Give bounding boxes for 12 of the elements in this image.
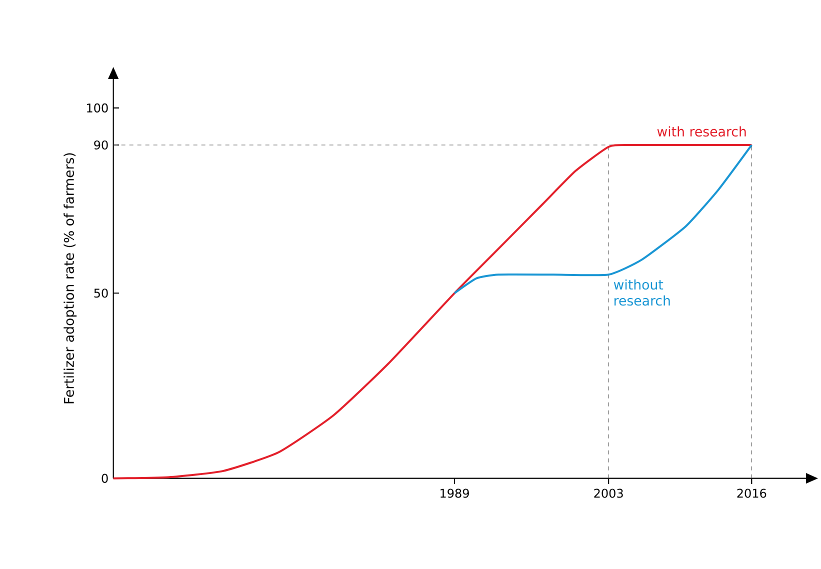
series-label: without research — [614, 279, 670, 306]
y-axis-title: Fertilizer adoption rate (% of farmers) — [64, 153, 77, 404]
x-tick-label: 2003 — [594, 488, 623, 498]
y-tick-label: 100 — [87, 103, 108, 112]
line-series — [454, 144, 753, 294]
line-series — [112, 144, 753, 480]
y-tick-label: 0 — [102, 474, 108, 483]
y-tick-label: 50 — [94, 288, 108, 298]
x-tick-label: 2016 — [737, 488, 766, 498]
series-label: with research — [657, 126, 746, 137]
x-tick-label: 1989 — [440, 488, 469, 498]
y-tick-label: 90 — [94, 140, 108, 150]
